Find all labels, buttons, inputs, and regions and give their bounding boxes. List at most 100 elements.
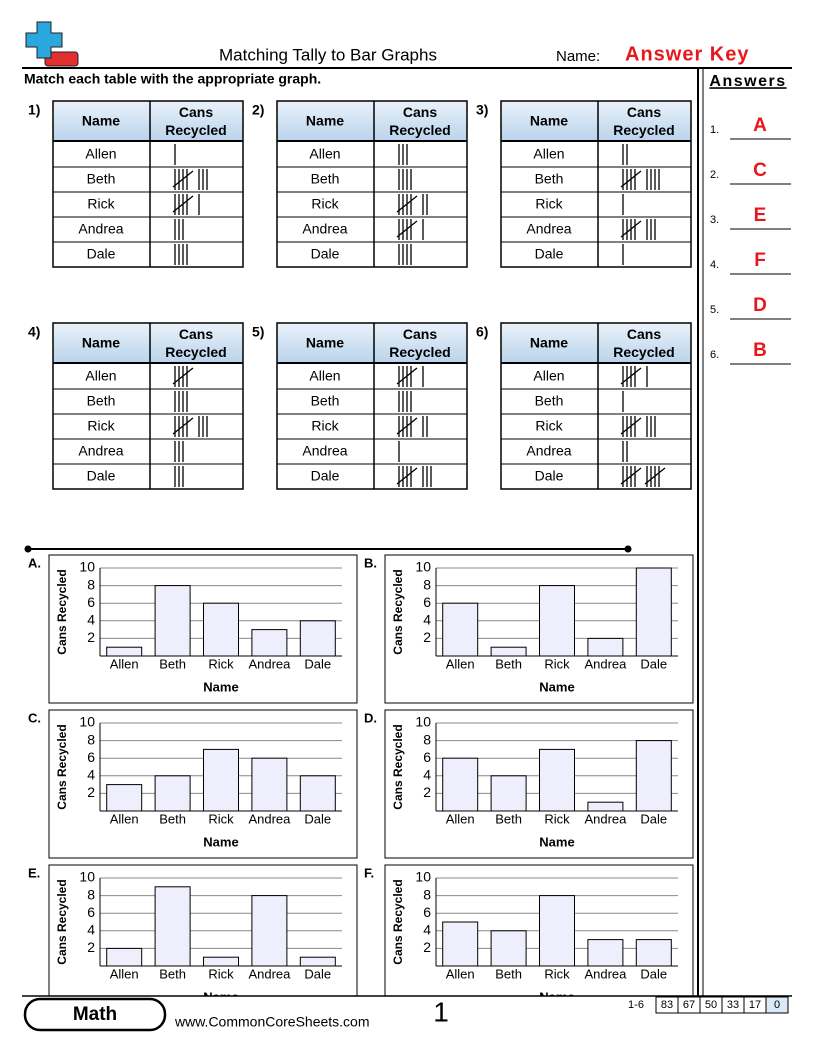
row-name: Andrea — [78, 443, 123, 459]
tally — [622, 441, 628, 462]
column-header: Cans Recycled — [165, 326, 226, 360]
table-border — [276, 100, 468, 268]
tally — [620, 169, 660, 190]
score: 50 — [705, 999, 717, 1011]
x-tick-label: Allen — [110, 966, 139, 981]
bar — [251, 895, 288, 967]
tally-strokes — [174, 244, 188, 265]
x-axis-title: Name — [203, 679, 238, 694]
page-number: 1 — [433, 996, 449, 1027]
row-name: Beth — [535, 171, 564, 187]
row-name: Andrea — [302, 221, 347, 237]
bar — [539, 585, 575, 657]
answer-number: 1. — [710, 124, 719, 136]
name-label: Name: — [556, 48, 600, 65]
bar — [154, 775, 191, 812]
bar — [539, 748, 575, 812]
answer-number: 3. — [710, 214, 719, 226]
y-tick-label: 6 — [423, 749, 431, 765]
y-axis-title: Cans Recycled — [391, 879, 405, 964]
score-box — [765, 996, 789, 1014]
bar-chart: D. 24 6 810 Allen Beth Rick Andrea Dale Name Cans … — [364, 709, 694, 859]
column-header: Name — [82, 335, 120, 351]
column-header: Cans Recycled — [389, 104, 450, 138]
bar — [299, 620, 336, 657]
tally-strokes — [172, 416, 208, 437]
score: 0 — [774, 999, 780, 1011]
x-tick-label: Beth — [159, 966, 186, 981]
bar — [490, 775, 527, 812]
tally — [620, 416, 656, 437]
tally — [622, 144, 628, 165]
footer: Math www.CommonCoreSheets.com 1 1-6 83 67… — [0, 995, 816, 1056]
tally — [396, 219, 424, 240]
y-tick-label: 6 — [87, 749, 95, 765]
column-header: Name — [530, 335, 568, 351]
table-header — [53, 101, 243, 141]
column-header: Name — [82, 113, 120, 129]
row-name: Dale — [87, 246, 116, 262]
row-name: Beth — [535, 393, 564, 409]
column-header: Cans Recycled — [165, 104, 226, 138]
content: 1) Name Cans Recycled Allen Beth Rick Andrea Dal… — [28, 100, 791, 1014]
x-tick-label: Beth — [495, 656, 522, 671]
table-header — [53, 323, 243, 363]
chart-label: E. — [28, 865, 40, 880]
x-tick-label: Rick — [544, 811, 570, 826]
answer-number: 5. — [710, 304, 719, 316]
row-name: Rick — [311, 196, 339, 212]
separator — [24, 545, 632, 553]
x-tick-label: Beth — [495, 811, 522, 826]
tally — [396, 466, 432, 487]
row-name: Beth — [311, 171, 340, 187]
table-label: 1) — [28, 102, 40, 118]
answer-key: Answer Key — [625, 43, 750, 65]
tally-strokes — [620, 466, 666, 487]
table-label: 5) — [252, 324, 264, 340]
row-name: Andrea — [526, 221, 571, 237]
y-axis-title: Cans Recycled — [55, 569, 69, 654]
x-tick-label: Rick — [208, 966, 234, 981]
tally — [398, 169, 412, 190]
x-tick-label: Allen — [446, 811, 475, 826]
y-tick-label: 10 — [415, 714, 431, 730]
subject: Math — [73, 1004, 117, 1025]
row-name: Allen — [309, 368, 340, 384]
row-name: Dale — [87, 468, 116, 484]
row-name: Allen — [85, 146, 116, 162]
website: www.CommonCoreSheets.com — [174, 1014, 370, 1030]
bar — [106, 646, 143, 657]
bar — [635, 939, 672, 967]
row-name: Dale — [535, 468, 564, 484]
table-header — [277, 101, 467, 141]
column-header: Cans Recycled — [389, 326, 450, 360]
y-tick-label: 2 — [423, 629, 431, 645]
y-tick-label: 4 — [423, 612, 431, 628]
y-tick-label: 4 — [423, 767, 431, 783]
tally — [172, 194, 200, 215]
x-tick-label: Dale — [304, 656, 331, 671]
row-name: Rick — [311, 418, 339, 434]
tally-strokes — [398, 244, 412, 265]
tally — [174, 391, 188, 412]
score: 67 — [683, 999, 695, 1011]
row-name: Andrea — [526, 443, 571, 459]
x-axis-title: Name — [539, 834, 574, 849]
y-tick-label: 6 — [87, 904, 95, 920]
x-tick-label: Andrea — [584, 811, 627, 826]
bar-chart: B. 24 6 810 Allen Beth Rick Andrea Dale Name Cans … — [364, 554, 694, 704]
x-tick-label: Beth — [159, 656, 186, 671]
y-tick-label: 2 — [87, 784, 95, 800]
score: 33 — [727, 999, 739, 1011]
score-range: 1-6 — [628, 999, 644, 1011]
bar — [635, 740, 672, 812]
chart-label: B. — [364, 555, 377, 570]
bar — [203, 956, 239, 967]
row-name: Dale — [311, 468, 340, 484]
row-name: Dale — [535, 246, 564, 262]
x-tick-label: Andrea — [584, 656, 627, 671]
bar — [442, 602, 479, 657]
tally — [398, 244, 412, 265]
bar — [251, 629, 288, 657]
